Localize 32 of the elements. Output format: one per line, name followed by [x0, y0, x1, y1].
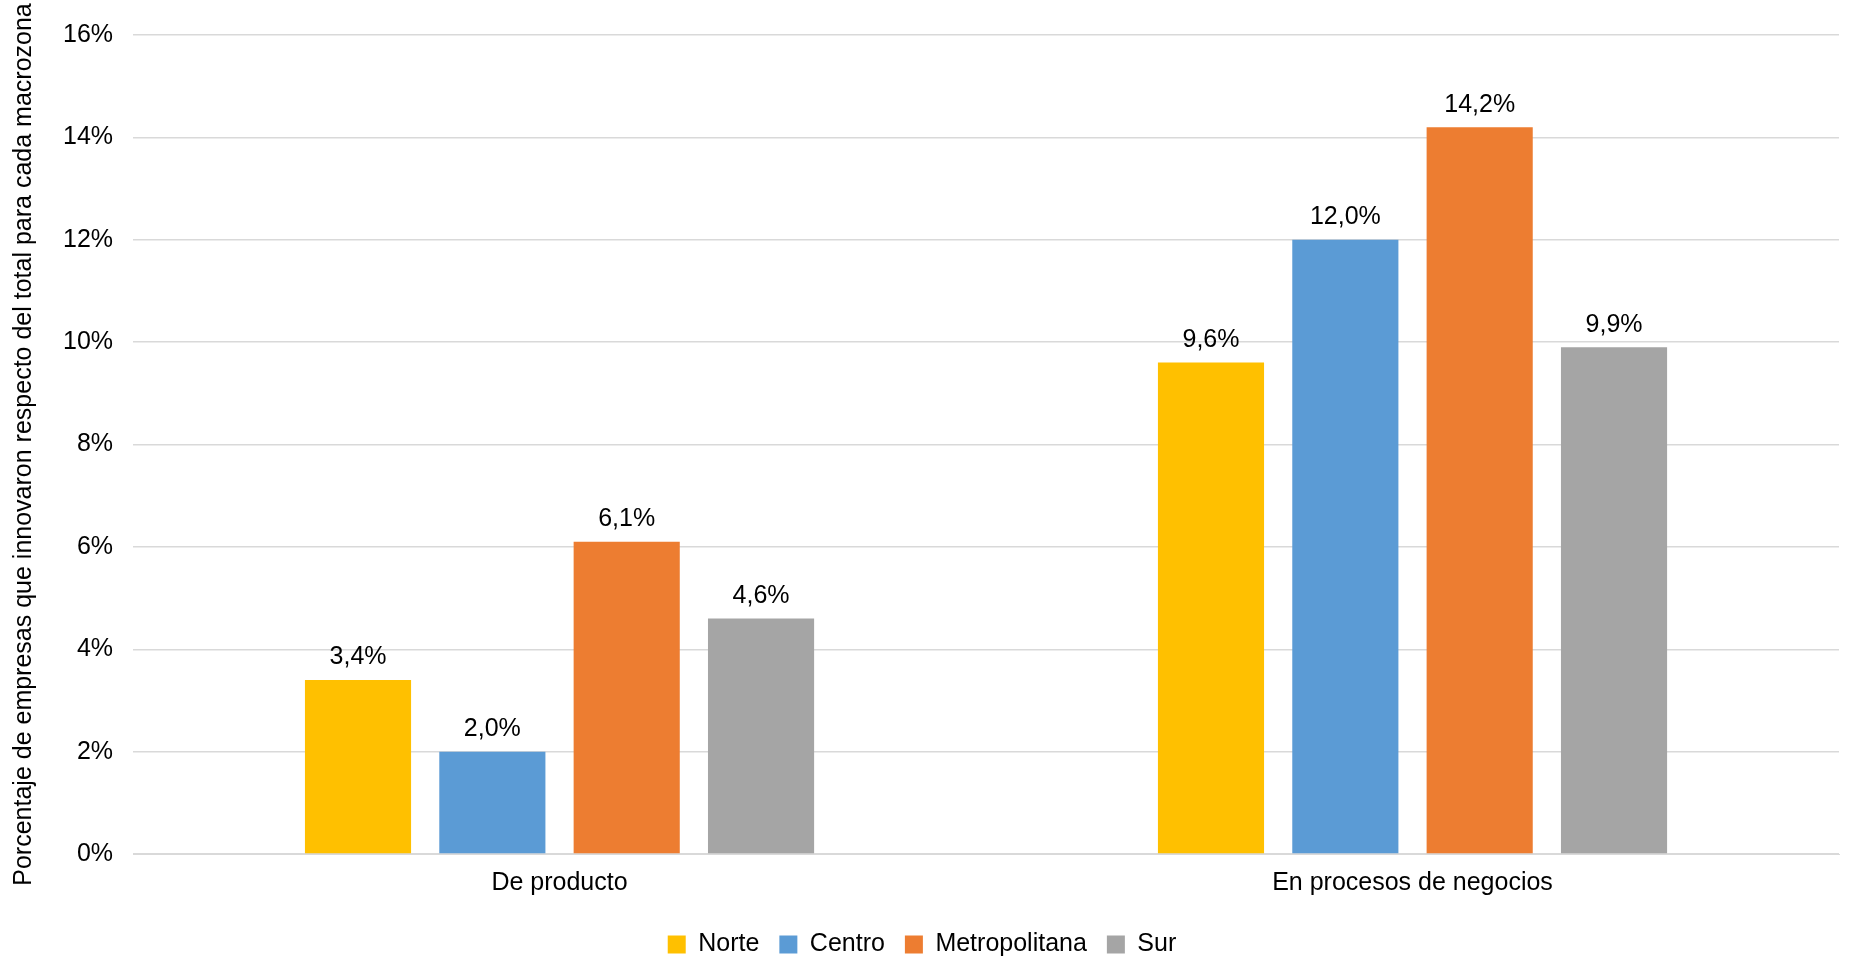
y-tick-label: 10% — [62, 326, 114, 355]
y-tick-label: 0% — [76, 837, 114, 866]
bar — [573, 541, 680, 854]
bar — [1157, 362, 1265, 854]
y-tick-label: 6% — [76, 530, 114, 559]
data-label: 9,6% — [1182, 323, 1240, 352]
data-label: 6,1% — [598, 503, 656, 532]
y-tick-label: 12% — [62, 223, 114, 252]
y-tick-label: 2% — [76, 735, 114, 764]
data-label: 14,2% — [1444, 88, 1516, 117]
legend-label: Metropolitana — [935, 928, 1087, 957]
data-label: 12,0% — [1309, 201, 1381, 230]
y-tick-label: 8% — [76, 428, 114, 457]
bar — [1292, 239, 1399, 854]
y-tick-label: 14% — [62, 121, 114, 150]
legend-label: Sur — [1137, 928, 1177, 957]
bar — [439, 751, 546, 854]
data-label: 4,6% — [732, 579, 790, 608]
data-label: 3,4% — [329, 641, 387, 670]
legend-label: Norte — [698, 928, 760, 957]
x-tick-label: De producto — [491, 866, 628, 895]
data-label: 9,9% — [1585, 308, 1643, 337]
x-tick-label: En procesos de negocios — [1272, 866, 1553, 895]
bar — [707, 618, 815, 854]
data-label: 2,0% — [463, 713, 521, 742]
legend-label: Centro — [809, 928, 885, 957]
bar — [304, 679, 412, 854]
y-tick-label: 4% — [76, 633, 114, 662]
bar — [1426, 127, 1533, 854]
y-axis-title: Porcentaje de empresas que innovaron respecto del total para cada macrozona — [7, 3, 36, 886]
y-tick-label: 16% — [62, 18, 114, 47]
bar — [1560, 347, 1668, 854]
